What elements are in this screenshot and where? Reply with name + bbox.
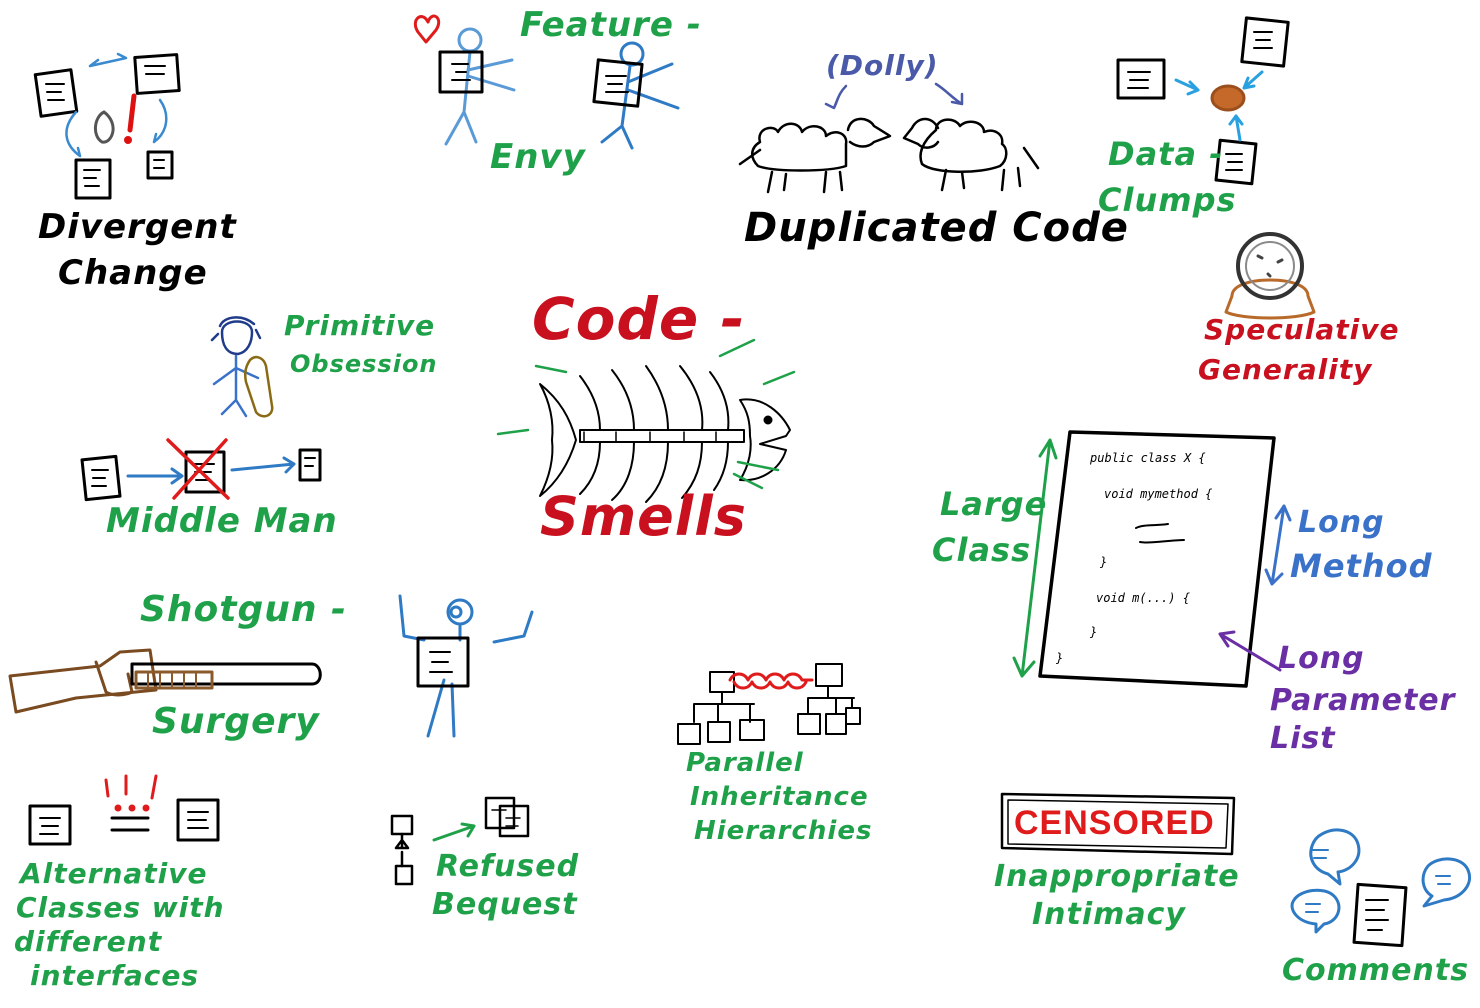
censored-stamp: CENSORED [1014,804,1215,842]
speculative-generality-drawing [1224,232,1316,320]
code-line-4: void m(...) { [1096,591,1190,605]
parallel-inheritance-label-1: Parallel [686,748,804,778]
long-parameter-list-label-2: Parameter [1270,683,1456,718]
code-line-1: public class X { [1090,451,1206,465]
divergent-change-label-2: Change [58,253,208,293]
code-line-6: } [1056,651,1064,665]
feature-envy-label-1: Feature - [520,5,702,45]
dolly-label: (Dolly) [826,49,939,82]
long-method-label-1: Long [1298,505,1385,540]
shotgun-surgery-label-2: Surgery [152,701,320,742]
long-parameter-list-label-3: List [1270,721,1336,756]
data-clumps-drawing [1116,16,1290,186]
large-class-document-drawing [1012,430,1292,688]
center-title-line-2: Smells [540,485,747,548]
alternative-classes-label-2: Classes with [16,891,225,924]
duplicated-code-label: Duplicated Code [744,205,1129,251]
comments-drawing [1290,828,1471,948]
long-method-label-2: Method [1290,547,1433,585]
divergent-change-drawing [33,52,181,200]
parallel-inheritance-drawing [677,663,861,745]
duplicated-code-drawing [738,82,1040,194]
feature-envy-label-2: Envy [490,137,586,177]
fish-skeleton-drawing [496,338,796,503]
data-clumps-label-2: Clumps [1098,181,1237,219]
refused-bequest-label-2: Bequest [432,887,578,922]
alternative-classes-drawing [28,774,220,846]
refused-bequest-drawing [390,796,530,886]
alternative-classes-label-1: Alternative [20,857,208,890]
code-line-3: } [1100,555,1108,569]
primitive-obsession-label-1: Primitive [284,309,436,342]
alternative-classes-label-4: interfaces [30,959,200,992]
code-line-5: } [1090,625,1098,639]
censored-box-drawing [1000,792,1236,856]
comments-label: Comments [1282,953,1470,988]
data-clumps-label-1: Data - [1108,135,1224,173]
feature-envy-drawing [413,14,680,150]
shotgun-drawing [8,648,322,714]
primitive-obsession-label-2: Obsession [290,350,438,378]
long-parameter-list-label-1: Long [1278,641,1365,676]
parallel-inheritance-label-3: Hierarchies [694,816,873,846]
divergent-change-label-1: Divergent [38,207,237,247]
speculative-generality-label-2: Generality [1198,353,1373,386]
refused-bequest-label-1: Refused [436,849,580,884]
middle-man-drawing [80,438,322,502]
stick-figure-drawing [398,594,534,738]
speculative-generality-label-1: Speculative [1204,313,1400,346]
primitive-obsession-drawing [210,316,274,418]
large-class-label-1: Large [940,485,1048,523]
parallel-inheritance-label-2: Inheritance [690,782,869,812]
code-line-2: void mymethod { [1104,487,1213,501]
center-title-line-1: Code - [532,285,746,353]
large-class-label-2: Class [932,531,1032,569]
inappropriate-intimacy-label-2: Intimacy [1032,897,1186,932]
shotgun-surgery-label-1: Shotgun - [140,589,347,630]
alternative-classes-label-3: different [14,925,163,958]
middle-man-label: Middle Man [106,501,338,541]
inappropriate-intimacy-label-1: Inappropriate [994,859,1240,894]
